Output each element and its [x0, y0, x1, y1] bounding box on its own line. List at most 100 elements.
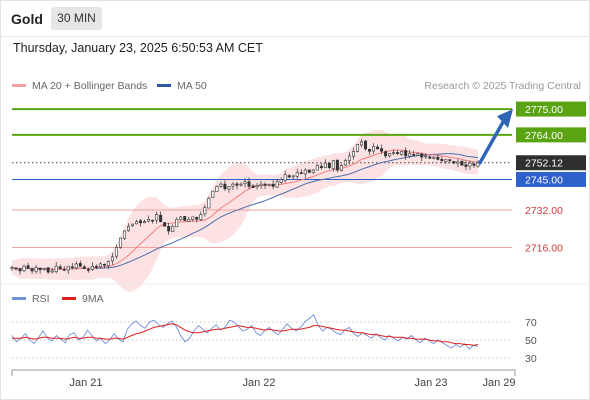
candle-body: [207, 197, 211, 209]
candle-body: [50, 270, 54, 273]
candle-body: [255, 185, 259, 188]
timestamp: Thursday, January 23, 2025 6:50:53 AM CE…: [13, 41, 263, 55]
price-tag-2775.00: [516, 101, 586, 117]
candle-body: [74, 263, 78, 269]
candle-body: [364, 140, 368, 150]
candle-body: [90, 265, 94, 270]
price-tag-text-2775.00: 2775.00: [525, 104, 563, 116]
price-label-2732.00: 2732.00: [525, 205, 563, 217]
price-tag-text-2752.12: 2752.12: [525, 158, 563, 170]
candle-body: [299, 172, 303, 174]
x-tick-jan-21: Jan 21: [69, 377, 102, 389]
candle-body: [147, 219, 151, 222]
candle-body: [444, 159, 448, 162]
candle-body: [191, 216, 195, 220]
candle-body: [179, 216, 183, 220]
candle-body: [287, 175, 291, 178]
ma20-line: [11, 149, 479, 270]
candle-body: [82, 266, 86, 269]
candle-body: [331, 160, 335, 169]
candle-body: [303, 169, 307, 175]
candle-body: [323, 162, 327, 168]
candle-body: [319, 165, 323, 169]
candle-body: [78, 263, 82, 267]
candle-body: [400, 150, 404, 155]
candle-body: [239, 183, 243, 186]
candle-body: [122, 230, 126, 239]
candle-body: [34, 267, 38, 272]
candle-body: [247, 181, 251, 187]
candle-body: [46, 267, 50, 273]
legend-ma50: MA 50: [157, 80, 207, 92]
price-label-2716.00: 2716.00: [525, 242, 563, 254]
candle-body: [335, 159, 339, 171]
x-tick-jan-22: Jan 22: [242, 377, 275, 389]
candle-body: [464, 164, 468, 167]
candle-body: [215, 186, 219, 193]
candle-body: [368, 148, 372, 152]
rsi-tick-30: 30: [525, 353, 537, 365]
rsi-tick-70: 70: [525, 317, 537, 329]
candle-body: [54, 265, 58, 272]
candle-body: [428, 156, 432, 159]
projection-arrow: [478, 120, 505, 165]
candle-body: [42, 268, 46, 270]
candle-body: [38, 267, 42, 271]
candle-body: [70, 266, 74, 269]
candle-body: [143, 221, 147, 223]
candle-body: [271, 183, 275, 187]
x-tick-jan-23: Jan 23: [414, 377, 447, 389]
candle-body: [139, 220, 143, 224]
candle-body: [412, 154, 416, 156]
rsi-line: [11, 314, 479, 350]
candle-body: [66, 265, 70, 271]
candle-body: [396, 152, 400, 154]
candle-body: [295, 172, 299, 177]
price-tag-2764.00: [516, 127, 586, 143]
ma50-swatch: [157, 83, 171, 87]
candle-body: [167, 225, 171, 232]
candle-body: [327, 162, 331, 169]
candle-body: [259, 183, 263, 186]
candle-body: [307, 169, 311, 173]
candle-body: [311, 169, 315, 173]
candle-body: [384, 151, 388, 157]
candle-body: [86, 269, 90, 271]
legend-rsi-label: RSI: [32, 293, 50, 305]
legend-ma20-label: MA 20 + Bollinger Bands: [32, 80, 148, 92]
candle-body: [151, 219, 155, 222]
credit-text: Research © 2025 Trading Central: [424, 80, 581, 92]
candle-body: [456, 161, 460, 164]
candle-body: [211, 190, 215, 198]
top-bar: Gold 30 MIN: [0, 0, 590, 36]
candle-body: [283, 174, 287, 181]
candle-body: [62, 268, 66, 271]
candle-body: [22, 265, 26, 272]
candle-body: [18, 268, 22, 272]
candle-body: [476, 162, 480, 167]
candle-body: [118, 237, 122, 248]
candle-body: [388, 153, 392, 157]
rsi-ma-line: [12, 323, 479, 346]
candle-body: [114, 247, 118, 257]
legend-9ma: 9MA: [62, 293, 104, 305]
candle-body: [223, 183, 227, 190]
bollinger-band: [12, 129, 478, 292]
candle-body: [472, 163, 476, 166]
candle-body: [135, 221, 139, 225]
candle-body: [127, 226, 130, 232]
candle-body: [275, 181, 279, 188]
candle-body: [440, 159, 444, 161]
timeframe-button[interactable]: 30 MIN: [51, 7, 102, 30]
candle-body: [155, 214, 159, 221]
x-tick-jan-29: Jan 29: [482, 377, 515, 389]
candle-body: [347, 155, 351, 161]
legend-ma20: MA 20 + Bollinger Bands: [12, 80, 147, 92]
candle-body: [468, 162, 472, 167]
candle-body: [360, 141, 363, 146]
candle-body: [448, 159, 452, 161]
candle-body: [10, 267, 14, 269]
candle-body: [110, 256, 114, 262]
candle-body: [279, 179, 283, 183]
